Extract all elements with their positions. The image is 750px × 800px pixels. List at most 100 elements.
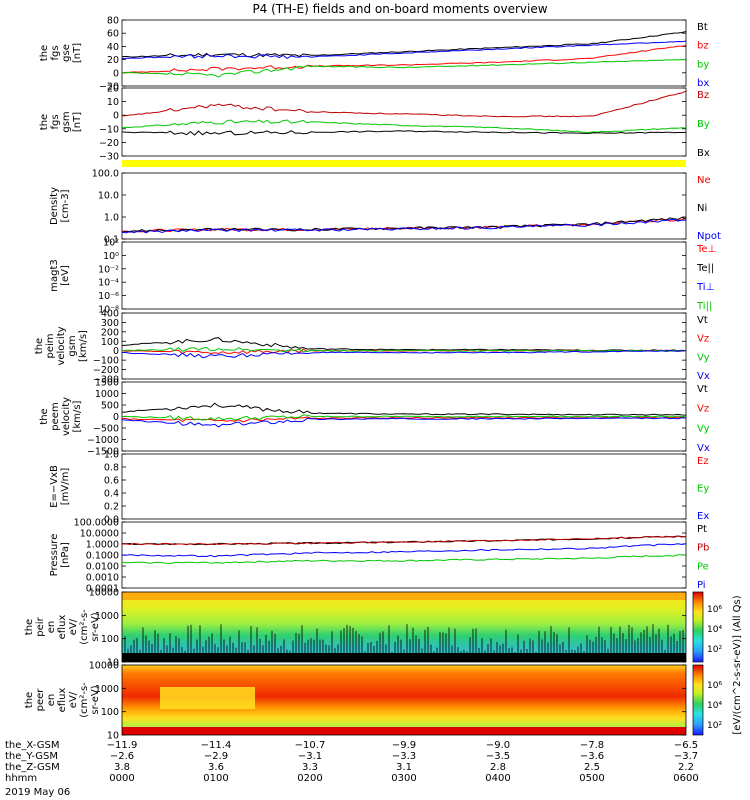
y-tick-label: −200 <box>93 365 119 376</box>
colorbar-tick: 10² <box>707 721 722 731</box>
legend-entry: Ex <box>697 511 709 522</box>
y-tick-label: 10⁻⁸ <box>98 305 119 316</box>
x-axis-value-hhmm: 0200 <box>297 773 322 784</box>
y-tick-label: 0.1 <box>104 235 119 246</box>
legend-entry: Ez <box>697 456 709 467</box>
x-axis-value-z: 3.3 <box>302 762 318 773</box>
y-tick-label: 100.0000 <box>74 518 119 529</box>
legend-entry: Ey <box>697 484 709 495</box>
panel-fgs-gsm: 20 10 0 −10 −20 −30 the fgs gsm [nT] Bz By Bx <box>39 84 710 163</box>
y-tick-label: 10⁻² <box>98 264 119 275</box>
y-axis-label: sr-eV) <box>90 685 101 714</box>
y-tick-label: 0 <box>113 346 119 357</box>
row-label-x-gsm: the_X-GSM <box>5 740 59 751</box>
x-axis-value-hhmm: 0400 <box>485 773 510 784</box>
legend-entry: Vy <box>697 423 710 434</box>
panel-pressure: 100.000010.00001.00000.10000.01000.00100… <box>49 518 709 595</box>
x-axis-value-x: −11.4 <box>201 740 232 751</box>
series-line-vx <box>122 349 687 359</box>
x-axis-value-y: −3.3 <box>392 751 416 762</box>
x-axis-value-x: −6.5 <box>674 740 698 751</box>
panel-frame <box>121 172 687 240</box>
colorbar-upper <box>692 591 704 663</box>
y-tick-label: 0 <box>113 412 119 423</box>
legend-entry: Pb <box>697 543 709 554</box>
legend-entry: by <box>697 59 709 70</box>
row-label-y-gsm: the_Y-GSM <box>5 751 58 762</box>
colorbar-tick: 10⁶ <box>707 681 722 691</box>
legend-entry: Npot <box>697 231 721 242</box>
y-axis-label: Density <box>49 187 60 225</box>
y-axis-label: peer <box>35 688 46 712</box>
x-axis-value-y: −2.9 <box>204 751 228 762</box>
y-tick-label: 300 <box>101 318 119 329</box>
series-line-vx <box>121 417 687 428</box>
panel-frame <box>121 591 687 663</box>
legend-entry: Vt <box>697 384 708 395</box>
y-tick-label: −1500 <box>87 447 119 458</box>
row-label-z-gsm: the_Z-GSM <box>5 762 60 773</box>
y-tick-label: −1000 <box>87 435 119 446</box>
y-axis-label: peem <box>50 402 61 430</box>
legend-entry: Ne <box>697 175 711 186</box>
y-tick-label: 0.0 <box>104 515 119 526</box>
panel-fgs-gse: 80 60 40 20 0 −20 the fgs gse [nT] Bt bz by bx <box>39 16 709 93</box>
y-axis-label: the <box>39 45 50 61</box>
x-axis-columns: −11.9−2.63.80000−11.4−2.93.60100−10.7−3.… <box>107 740 699 784</box>
y-axis-label: the <box>39 114 50 130</box>
y-axis-label: velocity <box>61 397 72 436</box>
y-axis-label: [km/s] <box>72 400 83 432</box>
y-tick-label: −500 <box>93 424 119 435</box>
y-tick-label: 100 <box>101 707 119 718</box>
y-axis-label: the <box>39 408 50 424</box>
y-axis-label: eflux <box>57 615 68 640</box>
series-line-pb <box>121 535 687 546</box>
y-axis-label: [nT] <box>72 112 83 132</box>
legend-entry: Vz <box>697 334 709 345</box>
x-axis-value-hhmm: 0500 <box>579 773 604 784</box>
x-axis-value-y: −2.6 <box>110 751 134 762</box>
colorbar-tick: 10² <box>707 645 722 655</box>
x-axis-value-hhmm: 0100 <box>203 773 228 784</box>
y-tick-label: 1500 <box>95 378 119 389</box>
x-axis-value-z: 3.6 <box>208 762 224 773</box>
x-axis-value-z: 2.5 <box>584 762 600 773</box>
legend-entry: Bx <box>697 148 710 159</box>
series-line-npot <box>121 218 687 234</box>
y-tick-label: 10² <box>103 238 119 249</box>
y-axis-label: sr-eV) <box>90 612 101 641</box>
y-axis-label: [nPa] <box>60 542 71 568</box>
panel-density: 100.0 10.0 1.0 0.1 Density [cm-3] Ne Ni Npot <box>49 169 721 246</box>
series-line-vy <box>121 346 687 353</box>
series-line-vt <box>122 402 687 416</box>
y-tick-label: 10.0000 <box>80 529 119 540</box>
legend-entry: bz <box>697 41 709 52</box>
figure-title: P4 (TH-E) fields and on-board moments ov… <box>252 2 547 16</box>
y-axis-label: the <box>24 619 35 635</box>
legend-entry: Pt <box>697 524 707 535</box>
y-tick-label: 10000 <box>89 588 119 599</box>
series-line-bx <box>121 40 687 60</box>
y-tick-label: −100 <box>93 356 119 367</box>
y-tick-label: 0.0010 <box>86 573 119 584</box>
panel-peer-spectrogram: 10000 1000 100 10 the peer en eflux eV/(cm²-s-sr… <box>24 661 687 742</box>
panel-frame <box>121 87 687 157</box>
spectrogram-feature <box>160 687 255 709</box>
panel-peir-spectrogram: 10000 1000 100 10 the peir en eflux eV/(cm²-s-sr… <box>24 588 687 669</box>
colorbar: 10⁶ 10⁴ 10² 10⁶ 10⁴ 10² [eV/(cm^2-s-sr-e… <box>692 591 743 736</box>
y-axis-label: peir <box>35 616 46 636</box>
colorbar-label: [eV/(cm^2-s-sr-eV)] (All Qs) <box>732 595 743 734</box>
panel-frame <box>121 312 687 380</box>
y-tick-label: 100.0 <box>92 169 119 180</box>
legend-entry: Ni <box>697 203 707 214</box>
y-tick-label: 10 <box>107 658 119 669</box>
legend-entry: Te⊥ <box>696 244 716 255</box>
y-tick-label: −30 <box>99 152 119 163</box>
panel-frame <box>121 241 687 310</box>
y-axis-label: [cm-3] <box>60 189 71 222</box>
y-tick-label: 0.0100 <box>86 562 119 573</box>
legend-entry: bx <box>697 78 709 89</box>
legend-entry: Vt <box>697 315 708 326</box>
